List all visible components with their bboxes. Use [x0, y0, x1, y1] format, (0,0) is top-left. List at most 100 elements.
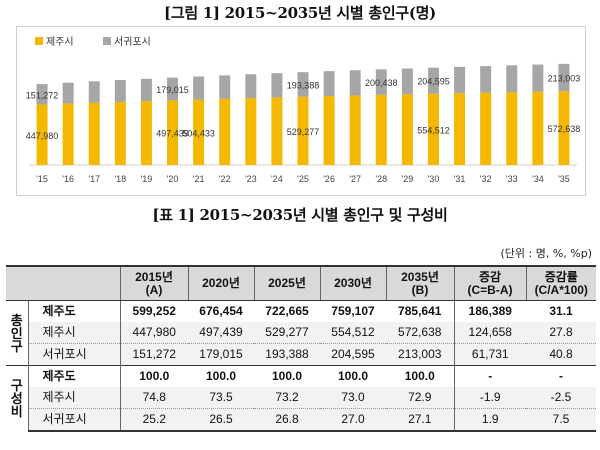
data-label-1-10: 193,388 — [287, 80, 320, 90]
table-cell: 40.8 — [526, 343, 596, 366]
population-table: 2015년 (A) 2020년 2025년 2030년 2035년 (B) 증감 (C… — [6, 265, 596, 432]
table-cell: 7.5 — [526, 408, 596, 432]
table-cell: 74.8 — [120, 387, 188, 409]
figure-title: [그림 1] 2015~2035년 시별 총인구(명) — [164, 4, 436, 22]
x-tick-label-11: '26 — [323, 174, 335, 184]
header-change-bottom: (C=B-A) — [467, 282, 513, 297]
bar-jeju-8 — [245, 98, 257, 165]
bar-jeju-1 — [62, 103, 74, 165]
row-label: 제주시 — [28, 322, 121, 344]
table-row: 제주시 74.8 73.5 73.2 73.0 72.9 -1.9 -2.5 — [6, 387, 596, 409]
table-cell: 193,388 — [254, 343, 320, 366]
bar-jeju-19 — [532, 91, 544, 165]
bar-seogwipo-14 — [401, 68, 413, 95]
table-cell: 599,252 — [132, 304, 176, 318]
group-label-char: 구 — [10, 338, 23, 354]
table-cell: 1.9 — [453, 408, 526, 432]
header-change-rate-bottom: (C/A*100) — [534, 282, 588, 297]
header-change-rate-top: 증감률 — [544, 269, 578, 284]
bar-jeju-20 — [558, 91, 570, 165]
stacked-bar-chart: 제주시 서귀포시 '15 '16 '17 '18 '19 '20 '21 '22 '23 '24 '25… — [26, 36, 580, 184]
bar-seogwipo-2 — [88, 81, 100, 103]
bar-seogwipo-3 — [114, 80, 126, 102]
table-cell: -1.9 — [453, 387, 526, 409]
bar-seogwipo-13 — [375, 69, 387, 95]
table-cell: 759,107 — [331, 304, 375, 318]
bar-seogwipo-18 — [506, 65, 518, 93]
table-cell: 572,638 — [386, 322, 454, 344]
x-tick-label-2: '17 — [88, 174, 100, 184]
bar-seogwipo-12 — [349, 70, 361, 96]
bar-jeju-5 — [167, 100, 179, 165]
data-label-1-5: 179,015 — [156, 85, 189, 95]
legend-label-1: 서귀포시 — [114, 36, 151, 48]
x-tick-label-3: '18 — [114, 174, 126, 184]
bar-seogwipo-0 — [36, 84, 48, 105]
bar-seogwipo-16 — [454, 66, 466, 94]
bar-seogwipo-10 — [297, 72, 309, 97]
bar-seogwipo-9 — [271, 73, 283, 98]
table-title: [표 1] 2015~2035년 시별 총인구 및 구성비 — [152, 206, 448, 224]
bar-seogwipo-11 — [323, 71, 335, 97]
x-tick-label-1: '16 — [62, 174, 74, 184]
bar-jeju-4 — [140, 101, 152, 165]
header-2035-top: 2035년 — [401, 269, 439, 284]
x-tick-label-6: '21 — [193, 174, 205, 184]
table-cell: 100.0 — [386, 365, 454, 387]
x-tick-label-15: '30 — [428, 174, 440, 184]
x-tick-label-5: '20 — [167, 174, 179, 184]
x-tick-label-16: '31 — [454, 174, 466, 184]
table-cell: 213,003 — [386, 343, 454, 366]
group-label-char: 구 — [10, 378, 23, 393]
x-tick-label-8: '23 — [245, 174, 257, 184]
header-2015: 2015년 (A) — [119, 265, 188, 301]
bar-seogwipo-8 — [245, 74, 257, 99]
data-label-extra-1: 200,438 — [365, 78, 398, 88]
table-cell: 27.0 — [320, 408, 386, 432]
table-cell: 25.2 — [120, 408, 188, 432]
bar-seogwipo-6 — [193, 76, 205, 100]
table-cell: 497,439 — [188, 322, 254, 344]
table-row: 구 성 비 제주도 100.0 100.0 100.0 100.0 100.0- - — [6, 365, 596, 431]
table-row: 서귀포시 151,272 179,015 193,388 204,595 213,003 6… — [6, 343, 596, 366]
data-label-0-15: 554,512 — [417, 125, 450, 135]
table-cell: 722,665 — [265, 304, 309, 318]
row-label: 서귀포시 — [28, 343, 121, 366]
bar-seogwipo-15 — [427, 67, 439, 94]
table-cell: 100.0 — [188, 365, 254, 387]
group-label-char: 성 — [10, 391, 23, 406]
bar-jeju-0 — [36, 104, 48, 165]
unit-note: (단위 : 명, %, %p) — [500, 247, 592, 260]
table-cell: -2.5 — [526, 387, 596, 409]
x-tick-label-19: '34 — [532, 174, 544, 184]
table-cell: 186,389 — [453, 300, 526, 322]
table-cell: 529,277 — [254, 322, 320, 344]
bar-jeju-13 — [375, 94, 387, 165]
table-cell: 73.2 — [254, 387, 320, 409]
group-label-char: 인 — [10, 325, 23, 341]
bar-seogwipo-17 — [480, 66, 492, 93]
x-tick-label-9: '24 — [271, 174, 283, 184]
table-cell: 61,731 — [453, 343, 526, 366]
table-cell: 179,015 — [188, 343, 254, 366]
header-change-rate: 증감률 (C/A*100) — [525, 265, 596, 301]
table-cell: 31.1 — [549, 304, 573, 318]
header-change: 증감 (C=B-A) — [453, 265, 526, 301]
bar-jeju-10 — [297, 96, 309, 165]
bar-seogwipo-4 — [140, 78, 152, 102]
x-tick-label-10: '25 — [297, 174, 309, 184]
bar-seogwipo-20 — [558, 63, 570, 92]
bar-jeju-18 — [506, 92, 518, 165]
table-cell: 26.8 — [254, 408, 320, 432]
table-cell: 27.8 — [526, 322, 596, 344]
header-corner-2 — [28, 265, 120, 301]
row-label: 제주도 — [28, 300, 121, 322]
table-cell: 554,512 — [320, 322, 386, 344]
table-cell: 72.9 — [386, 387, 454, 409]
table-cell: 100.0 — [254, 365, 320, 387]
table-cell: 27.1 — [386, 408, 454, 432]
bar-jeju-17 — [480, 92, 492, 165]
data-label-0-10: 529,277 — [287, 127, 320, 137]
